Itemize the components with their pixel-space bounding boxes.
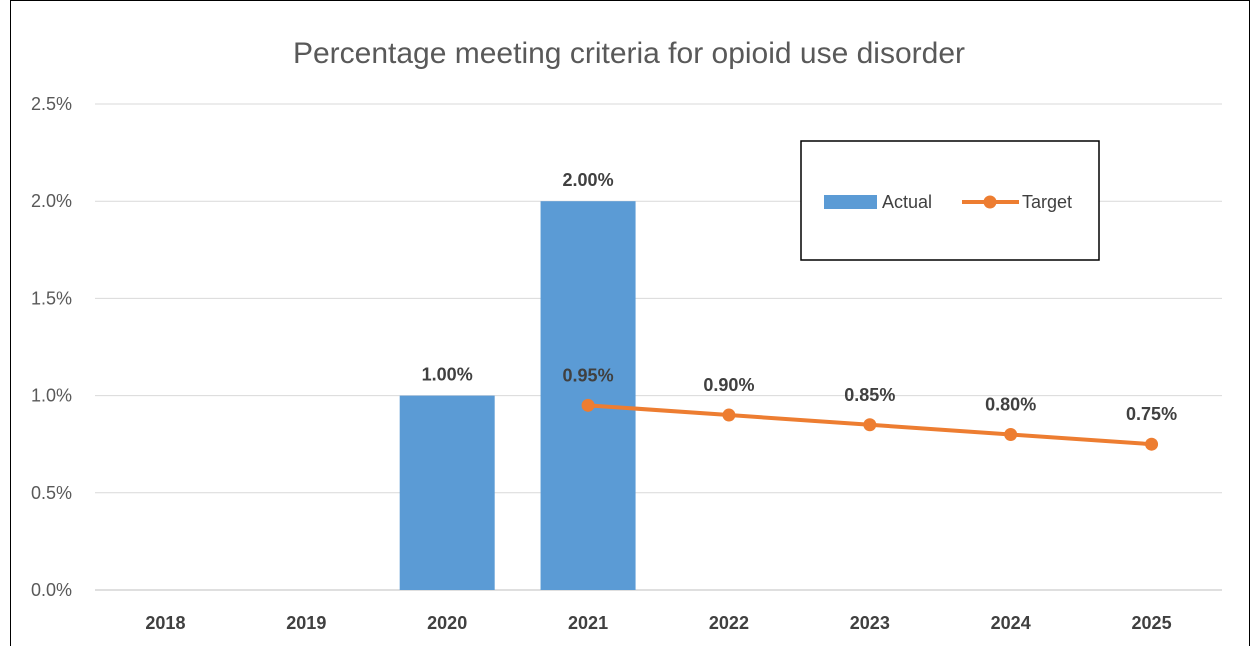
legend: Actual Target — [800, 140, 1100, 261]
target-point — [722, 408, 736, 422]
y-axis: 0.0% 0.5% 1.0% 1.5% 2.0% 2.5% — [31, 94, 72, 600]
chart-title: Percentage meeting criteria for opioid u… — [293, 37, 965, 70]
x-tick-label: 2020 — [427, 613, 467, 633]
actual-bars — [399, 201, 636, 590]
data-label-target: 0.85% — [844, 385, 895, 405]
data-label-target: 0.80% — [985, 394, 1036, 414]
x-axis: 2018 2019 2020 2021 2022 2023 2024 2025 — [145, 613, 1171, 633]
y-tick-label: 0.5% — [31, 483, 72, 503]
y-tick-label: 1.0% — [31, 386, 72, 406]
data-labels: 1.00% 2.00% 0.95% 0.90% 0.85% 0.80% 0.75% — [422, 170, 1177, 424]
y-tick-label: 0.0% — [31, 580, 72, 600]
target-point — [1004, 427, 1018, 441]
data-label-actual: 2.00% — [563, 170, 614, 190]
bar-actual — [399, 395, 495, 590]
x-tick-label: 2018 — [145, 613, 185, 633]
data-label-target: 0.95% — [563, 365, 614, 385]
legend-target-marker — [983, 195, 997, 209]
data-label-target: 0.75% — [1126, 404, 1177, 424]
x-tick-label: 2021 — [568, 613, 608, 633]
y-tick-label: 2.5% — [31, 94, 72, 114]
data-label-target: 0.90% — [703, 375, 754, 395]
x-tick-label: 2022 — [709, 613, 749, 633]
bar-actual — [540, 201, 636, 590]
target-point — [863, 418, 877, 432]
target-point — [581, 398, 595, 412]
legend-actual-swatch — [824, 195, 877, 209]
target-line — [581, 398, 1159, 451]
data-label-actual: 1.00% — [422, 365, 473, 385]
x-tick-label: 2025 — [1132, 613, 1172, 633]
legend-actual-label: Actual — [882, 192, 932, 212]
target-point — [1145, 437, 1159, 451]
x-tick-label: 2024 — [991, 613, 1031, 633]
y-tick-label: 1.5% — [31, 288, 72, 308]
y-tick-label: 2.0% — [31, 191, 72, 211]
x-tick-label: 2023 — [850, 613, 890, 633]
legend-target-label: Target — [1022, 192, 1072, 212]
x-tick-label: 2019 — [286, 613, 326, 633]
